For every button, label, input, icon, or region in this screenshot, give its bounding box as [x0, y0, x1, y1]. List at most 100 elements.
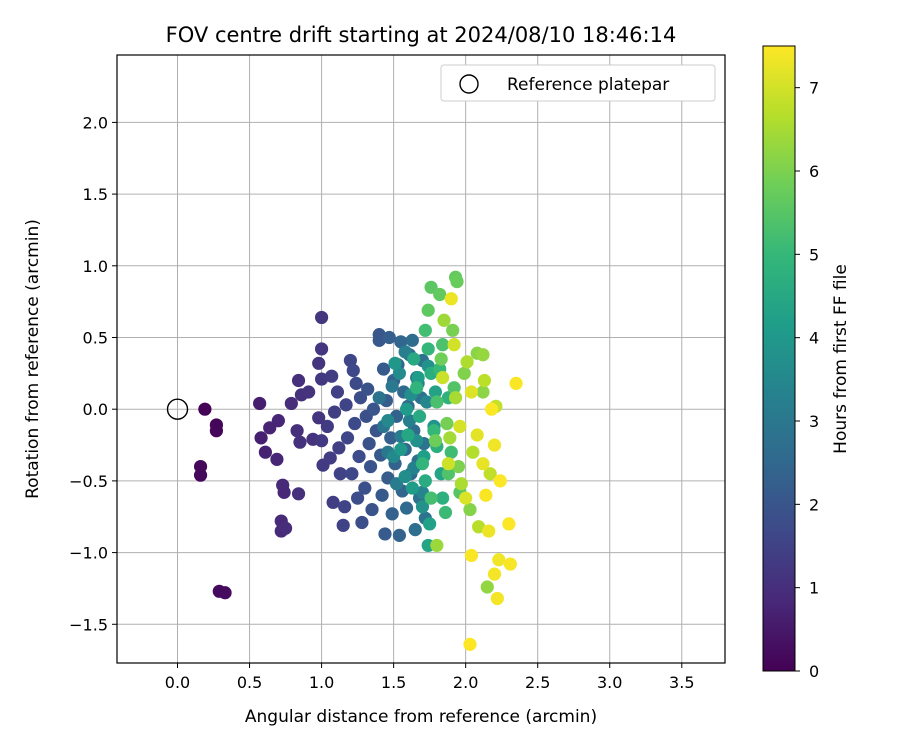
data-point [446, 323, 460, 337]
reference-platepar-marker [166, 398, 189, 420]
x-tick-label: 0.0 [165, 673, 190, 692]
data-point [312, 411, 326, 425]
y-axis-ticks: 2.0 1.5 1.0 0.5 0.0 −0.5 −1.0 −1.5 [69, 113, 117, 634]
data-point [209, 424, 224, 438]
data-point [423, 517, 437, 531]
data-points [193, 270, 523, 651]
data-point [420, 395, 434, 409]
data-point [509, 376, 523, 390]
legend: Reference platepar [440, 64, 716, 102]
data-point [355, 515, 369, 530]
x-axis-ticks: 0.0 0.5 1.0 1.5 2.0 2.5 3.0 3.5 [165, 663, 695, 692]
data-point [332, 441, 346, 455]
data-point [375, 488, 389, 502]
data-point [459, 491, 473, 505]
data-point [330, 385, 345, 399]
data-point [407, 352, 421, 366]
data-point [436, 491, 450, 505]
data-point [410, 381, 424, 395]
data-point [427, 424, 441, 438]
data-point [254, 431, 268, 445]
data-point [450, 274, 464, 289]
colorbar-tick-label: 3 [809, 412, 819, 431]
data-point [345, 467, 359, 481]
data-point [392, 366, 406, 380]
data-point [314, 342, 329, 356]
data-point [493, 474, 507, 488]
y-tick-label: −1.5 [69, 615, 108, 634]
data-point [487, 438, 502, 452]
colorbar-tick-label: 1 [809, 579, 819, 598]
data-point [451, 459, 466, 474]
data-point [428, 385, 443, 399]
data-point [476, 385, 490, 399]
data-point [270, 452, 284, 466]
data-point [440, 416, 454, 431]
colorbar-tick-label: 0 [809, 662, 819, 681]
colorbar-tick-label: 4 [809, 329, 819, 348]
y-tick-label: −1.0 [69, 544, 108, 563]
data-point [503, 557, 517, 571]
data-point [258, 445, 272, 459]
data-point [378, 527, 392, 541]
data-point [418, 474, 432, 488]
data-point [278, 521, 293, 535]
data-point [398, 469, 412, 484]
data-point [362, 437, 376, 451]
x-tick-label: 2.5 [525, 673, 550, 692]
data-point [444, 445, 458, 459]
data-point [358, 481, 372, 495]
data-point [466, 445, 480, 459]
data-point [291, 487, 306, 501]
data-point [346, 363, 360, 378]
data-point [348, 416, 362, 431]
data-point [351, 491, 365, 505]
x-axis-label: Angular distance from reference (arcmin) [245, 707, 597, 727]
data-point [277, 485, 291, 499]
data-point [327, 405, 342, 419]
data-point [372, 391, 386, 405]
data-point [454, 477, 468, 491]
data-point [472, 520, 486, 534]
data-point [421, 303, 435, 317]
data-point [447, 338, 461, 352]
data-point [487, 567, 502, 581]
data-point [476, 457, 490, 471]
data-point [453, 419, 467, 433]
data-point [323, 451, 337, 465]
data-point [436, 371, 450, 385]
data-point [361, 382, 375, 396]
x-tick-label: 0.5 [237, 673, 262, 692]
data-point [405, 481, 419, 495]
data-point [320, 419, 334, 433]
data-point [421, 342, 435, 356]
data-point [343, 353, 358, 368]
data-point [443, 431, 457, 445]
data-point [193, 468, 208, 482]
colorbar-tick-label: 6 [809, 162, 819, 181]
data-point [340, 431, 355, 445]
data-point [312, 356, 326, 370]
data-point [436, 338, 450, 352]
data-point [385, 379, 399, 393]
data-point [376, 362, 391, 376]
x-tick-label: 3.0 [597, 673, 622, 692]
data-point [502, 517, 516, 531]
data-point [444, 292, 458, 306]
data-point [430, 538, 444, 553]
data-point [271, 414, 285, 428]
data-point [401, 428, 415, 442]
data-point [483, 467, 497, 481]
data-point [411, 371, 425, 385]
data-point [352, 449, 366, 464]
data-point [437, 313, 451, 327]
data-point [424, 491, 438, 505]
data-point [464, 548, 479, 563]
data-point [463, 637, 477, 651]
data-point [434, 352, 448, 366]
data-point [372, 333, 386, 347]
data-point [253, 396, 267, 411]
data-point [293, 435, 307, 449]
data-point [408, 523, 422, 537]
data-point [290, 424, 304, 438]
